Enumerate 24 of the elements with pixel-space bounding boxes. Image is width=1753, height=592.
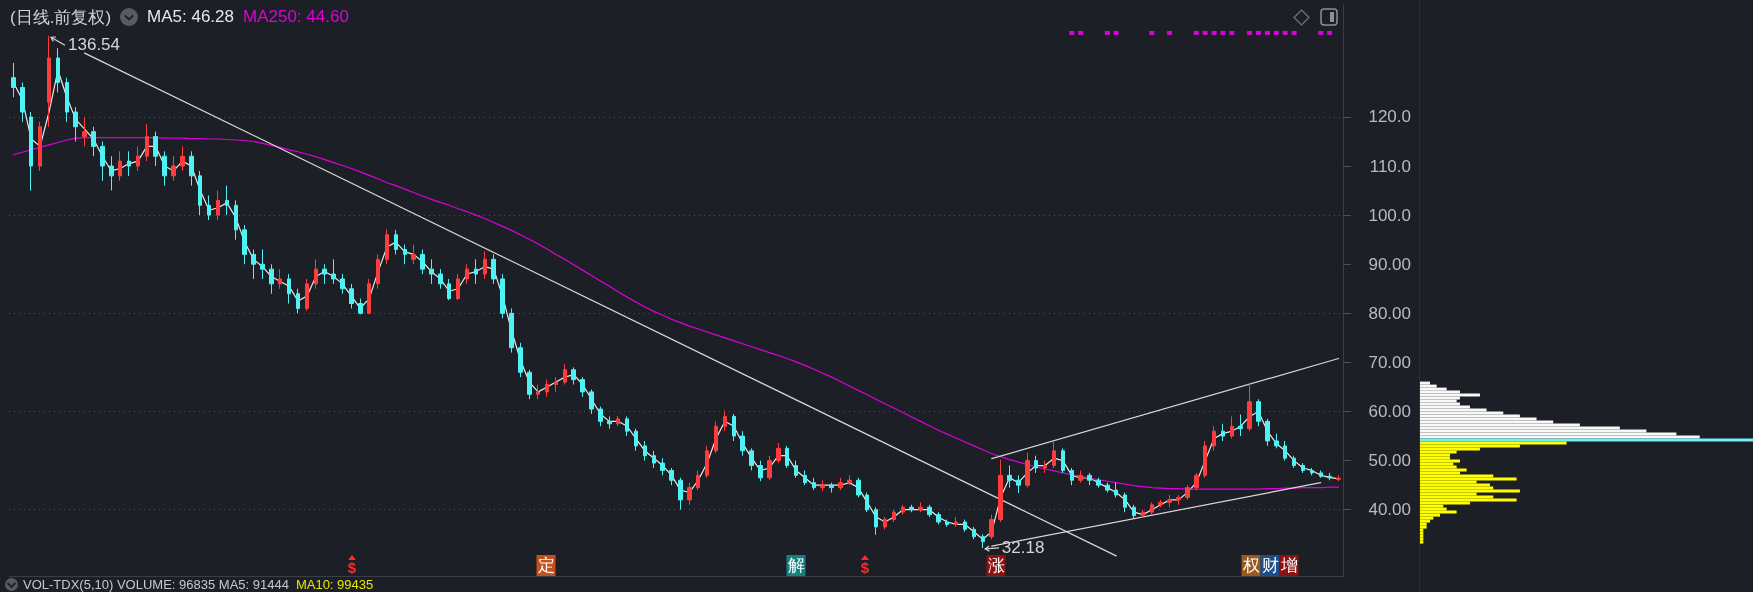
y-tick-label: 60.00 — [1368, 402, 1411, 422]
text: VOL-TDX(5,10) VOLUME: 96835 MA5: 91444 — [23, 577, 289, 592]
y-tick-label: 100.0 — [1368, 205, 1411, 225]
annotation: 解 — [786, 555, 806, 576]
text: MA5: 46.28 — [147, 7, 234, 27]
text: MA10: 99435 — [295, 577, 374, 592]
annotation: $ — [347, 559, 357, 576]
annotation: 权 — [1241, 555, 1261, 576]
y-tick-label: 70.00 — [1368, 352, 1411, 372]
annotation: 财 — [1260, 555, 1280, 576]
y-tick-label: 90.00 — [1368, 254, 1411, 274]
text: MA250: 44.60 — [243, 7, 349, 27]
annotation: 136.54 — [68, 34, 121, 55]
annotation: 增 — [1279, 555, 1299, 576]
y-tick-label: 120.0 — [1368, 107, 1411, 127]
y-tick-label: 50.00 — [1368, 451, 1411, 471]
annotation: 涨 — [986, 555, 1006, 576]
y-tick-label: 40.00 — [1368, 500, 1411, 520]
annotation: $ — [860, 559, 870, 576]
y-tick-label: 80.00 — [1368, 303, 1411, 323]
annotation: 32.18 — [1001, 538, 1045, 558]
annotation: 定 — [536, 555, 556, 576]
y-tick-label: 110.0 — [1369, 156, 1411, 176]
chart-title: (日线.前复权) — [10, 6, 112, 29]
